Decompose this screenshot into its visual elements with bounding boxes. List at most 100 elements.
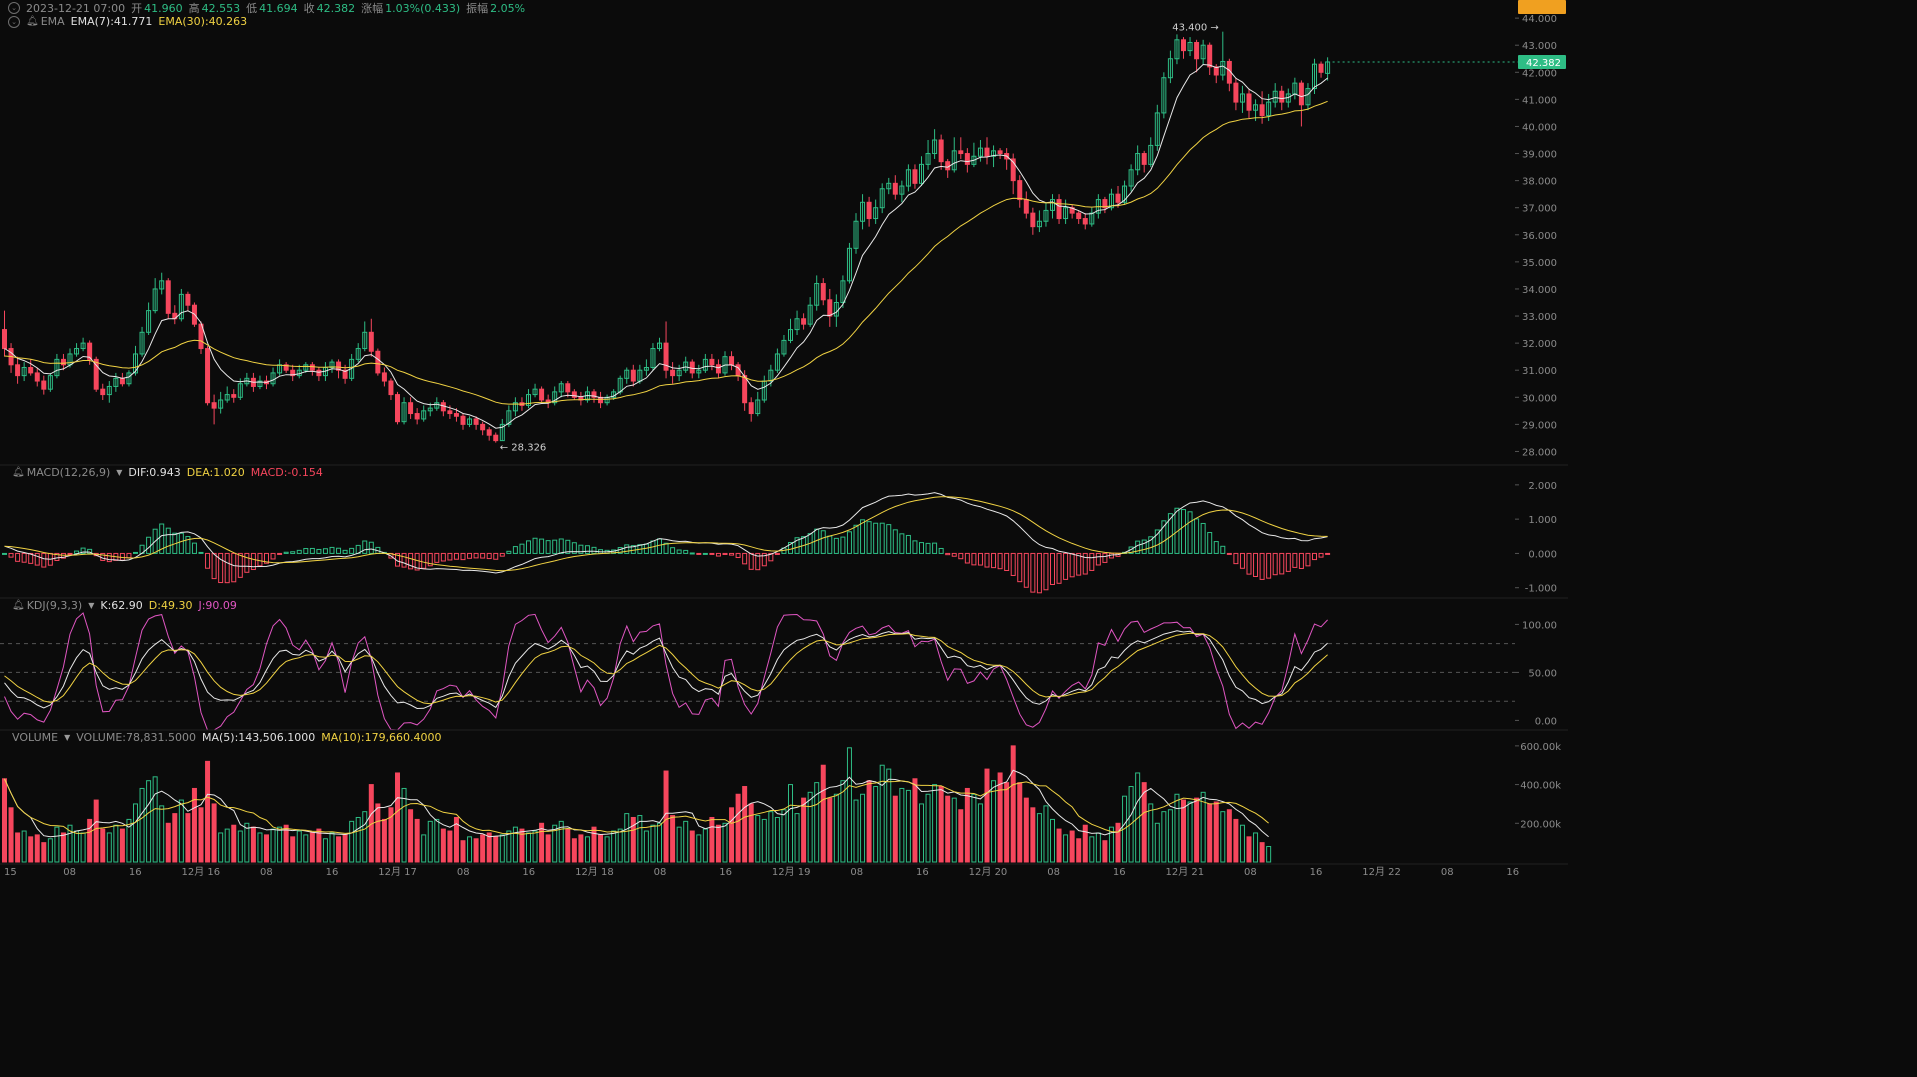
volume-bar [21,830,27,863]
volume-bar [807,791,813,863]
volume-bar [1226,809,1232,863]
bell-icon[interactable]: 🔔︎ [12,467,25,478]
macd-name[interactable]: MACD(12,26,9) [26,466,111,479]
ma10-value: MA(10):179,660.4000 [321,731,442,744]
macd-histogram-bar [899,533,905,554]
kdj-tick-label: 0.00 [1535,716,1557,727]
dea-line [4,496,1328,572]
volume-bar [761,818,767,863]
macd-histogram-bar [578,544,584,554]
volume-bar [1239,824,1245,863]
macd-histogram-bar [87,548,93,554]
macd-histogram-bar [1181,509,1186,554]
macd-histogram-bar [250,552,256,571]
collapse-icon[interactable]: ⌄ [8,2,20,14]
volume-bar [244,822,250,863]
candle-body [1108,193,1114,209]
candle-body [624,369,630,379]
time-tick-label: 12月 22 [1362,866,1401,878]
candle-body [820,283,826,301]
dropdown-icon[interactable]: ▼ [116,468,123,477]
candle-body [912,169,918,184]
collapse-icon[interactable]: ⌄ [8,15,20,28]
volume-bar [696,834,702,863]
volume-tick-label: 200.00k [1520,819,1561,830]
candle-body [951,150,957,171]
volume-bar [873,786,879,863]
volume-bar [1069,830,1075,863]
price-panel[interactable]: 43.400 → ← 28.326 [2,23,1519,454]
candle-body [106,385,112,396]
candle-body [368,331,374,352]
candle-body [709,358,715,366]
macd-histogram-bar [185,536,191,554]
macd-histogram-bar [303,548,309,554]
candle-body [919,163,924,184]
time-tick-label: 08 [63,867,76,878]
volume-bar [499,834,505,863]
time-tick-label: 16 [1506,867,1519,878]
candle-body [1082,218,1088,225]
dropdown-icon[interactable]: ▼ [88,601,95,610]
volume-bar [34,834,40,863]
candle-body [755,399,761,415]
candle-body [218,399,224,409]
macd-histogram-bar [1069,552,1075,578]
volume-panel[interactable] [2,745,1272,863]
chart-canvas[interactable]: 43.400 → ← 28.326 44.000 43.000 42.000 41.00… [0,0,1568,881]
macd-panel[interactable] [2,492,1331,594]
macd-histogram-bar [886,524,892,554]
candle-body [401,402,407,423]
volume-bar [519,828,525,863]
price-tick-label: 30.000 [1522,393,1557,404]
candle-body [670,369,676,377]
candle-body [879,188,885,209]
candle-body [801,318,807,325]
macd-histogram-bar [1174,507,1180,554]
change-label: 涨幅 [361,2,384,15]
price-tick-label: 33.000 [1522,312,1557,323]
volume-bar [1056,828,1062,863]
macd-histogram-bar [270,552,276,560]
macd-histogram-bar [283,551,289,554]
volume-bar [526,832,531,863]
kdj-panel[interactable] [0,612,1515,731]
change-value: 1.03%(0.433) [385,1,461,15]
macd-histogram-bar [119,552,125,561]
volume-bar [74,830,80,863]
volume-name[interactable]: VOLUME [12,731,59,744]
bell-icon[interactable]: 🔔︎ [12,600,25,611]
candle-body [1272,90,1278,103]
candle-body [964,153,970,165]
volume-bar [971,793,977,863]
volume-bar [1266,846,1272,863]
candle-body [427,407,433,412]
macd-histogram-bar [349,547,355,554]
price-tick-label: 39.000 [1522,150,1557,161]
macd-histogram-bar [1292,552,1298,568]
volume-bar [87,818,93,863]
macd-histogram-bar [401,552,407,568]
volume-bar [41,842,47,863]
dropdown-icon[interactable]: ▼ [64,733,71,742]
volume-bar [670,815,676,863]
macd-histogram-bar [1043,552,1049,591]
macd-histogram-bar [879,522,885,554]
ema30-value: EMA(30):40.263 [158,15,248,28]
candle-body [1213,66,1219,76]
volume-bar [899,787,905,863]
volume-bar [290,836,296,863]
candle-body [1220,60,1226,76]
ema-name[interactable]: EMA [40,15,65,28]
candle-body [1233,82,1239,103]
candle-body [1200,44,1206,60]
kdj-name[interactable]: KDJ(9,3,3) [26,599,83,612]
macd-histogram-bar [178,532,184,554]
time-tick-label: 12月 16 [181,866,220,878]
macd-histogram-bar [427,552,433,567]
volume-bar [100,828,106,863]
candle-body [499,423,505,442]
bell-icon[interactable]: 🔔︎ [26,16,39,27]
time-tick-label: 12月 18 [575,866,614,878]
volume-bar [984,768,990,863]
